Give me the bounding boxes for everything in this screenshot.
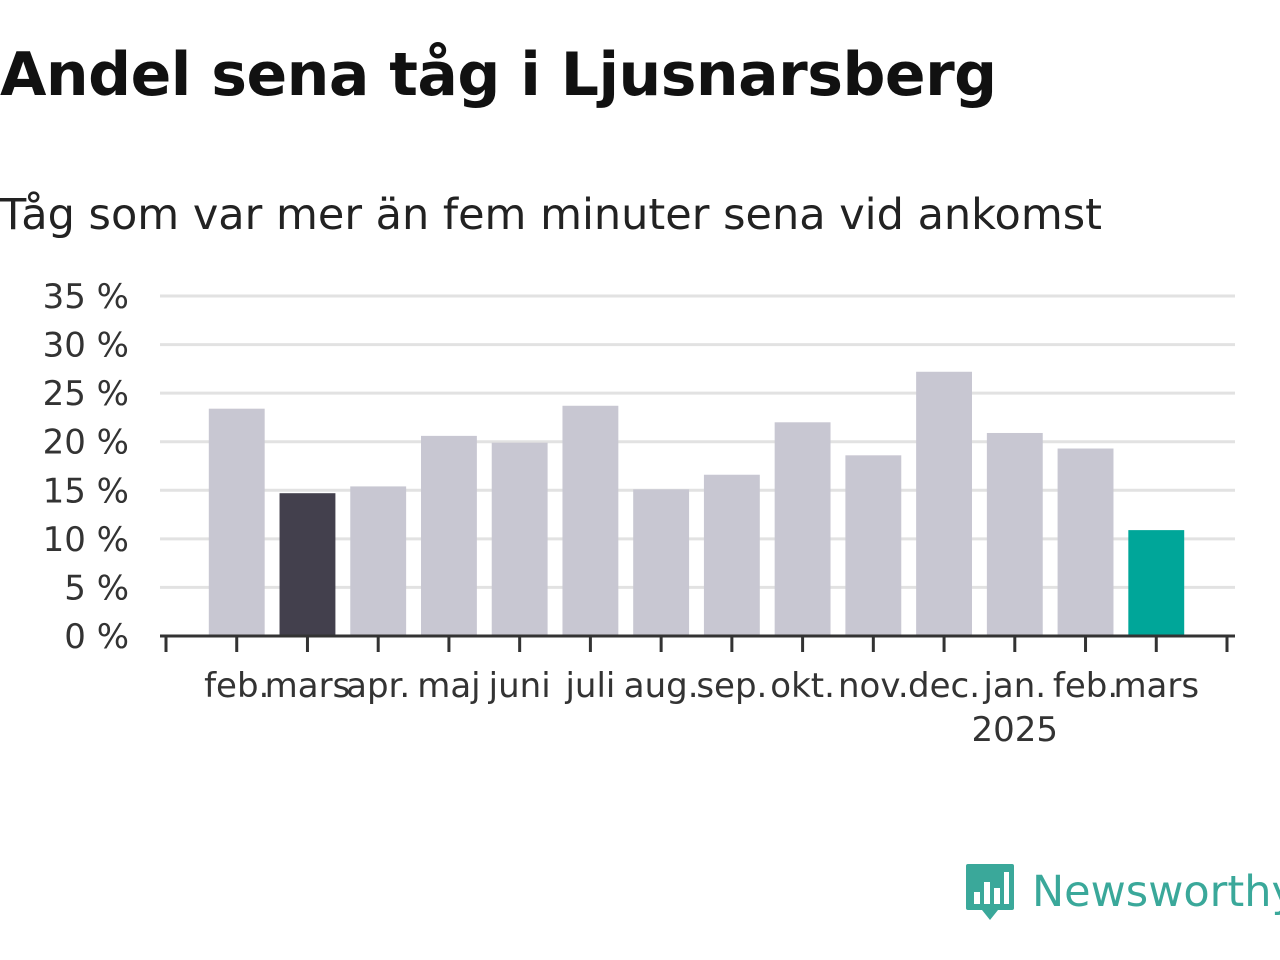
- x-tick-label: aug.: [624, 666, 699, 706]
- bar: [420, 435, 477, 636]
- y-tick-label: 10 %: [43, 520, 129, 560]
- x-tick-label: dec.: [908, 666, 980, 706]
- y-tick-label: 35 %: [43, 277, 129, 317]
- x-tick-label: mars: [1113, 666, 1199, 706]
- bar: [491, 442, 548, 636]
- x-tick-label: feb.: [1053, 666, 1118, 706]
- x-axis: [160, 634, 1235, 652]
- x-tick-label: feb.: [204, 666, 269, 706]
- bar-chart: 0 %5 %10 %15 %20 %25 %30 %35 % feb.marsa…: [43, 277, 1235, 750]
- x-tick-label: okt.: [770, 666, 835, 706]
- bar: [208, 408, 265, 636]
- x-year-label: 2025: [972, 710, 1059, 750]
- x-tick-label: apr.: [346, 666, 410, 706]
- y-tick-label: 5 %: [64, 568, 129, 608]
- gridlines: [160, 294, 1235, 589]
- bar: [774, 422, 831, 636]
- y-axis-tick-labels: 0 % 5 % 10 % 15 % 20 % 25 % 30 % 35 %: [43, 277, 129, 657]
- y-tick-label: 0 %: [64, 617, 129, 657]
- chart-subtitle: Tåg som var mer än fem minuter sena vid …: [0, 190, 1103, 240]
- newsworthy-logo-icon: [966, 864, 1014, 920]
- x-tick-label: juni: [488, 666, 551, 706]
- y-tick-label: 20 %: [43, 423, 129, 463]
- x-tick-label: sep.: [696, 666, 767, 706]
- bar: [1057, 448, 1114, 636]
- bars: [208, 371, 1185, 636]
- bar: [1128, 530, 1185, 636]
- x-tick-label: juli: [564, 666, 615, 706]
- bar: [916, 371, 973, 636]
- chart-title: Andel sena tåg i Ljusnarsberg: [0, 40, 997, 110]
- bar: [703, 474, 760, 636]
- y-tick-label: 30 %: [43, 326, 129, 366]
- bar: [279, 493, 336, 636]
- x-tick-label: nov.: [838, 666, 909, 706]
- bar: [562, 405, 619, 636]
- x-tick-label: mars: [265, 666, 351, 706]
- x-tick-label: maj: [417, 666, 480, 706]
- x-tick-label: jan.: [982, 666, 1046, 706]
- y-tick-label: 15 %: [43, 471, 129, 511]
- bar: [986, 432, 1043, 636]
- bar: [845, 455, 902, 636]
- brand-logo: Newsworthy: [964, 862, 1280, 922]
- bar: [633, 489, 690, 636]
- bar: [350, 486, 407, 636]
- y-tick-label: 25 %: [43, 374, 129, 414]
- brand-name: Newsworthy: [1032, 867, 1280, 917]
